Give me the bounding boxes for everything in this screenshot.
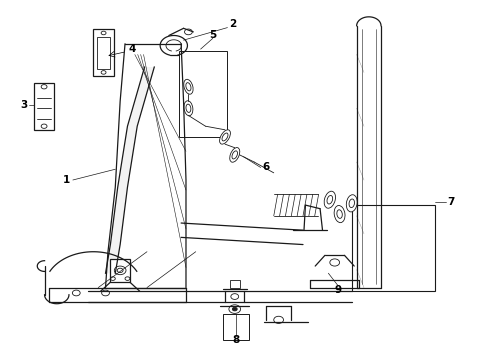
Text: 7: 7: [447, 197, 454, 207]
Text: 2: 2: [228, 19, 235, 29]
Text: 4: 4: [128, 44, 136, 54]
Ellipse shape: [183, 101, 192, 116]
Ellipse shape: [183, 79, 193, 94]
Polygon shape: [105, 67, 154, 273]
Bar: [229, 280, 239, 288]
Ellipse shape: [324, 191, 335, 208]
Ellipse shape: [336, 210, 342, 219]
Text: 9: 9: [334, 285, 341, 295]
Ellipse shape: [326, 195, 332, 204]
Bar: [93, 30, 114, 76]
Text: 1: 1: [63, 175, 70, 185]
Text: 5: 5: [209, 30, 216, 40]
Text: 6: 6: [262, 162, 269, 172]
Bar: [110, 259, 130, 282]
Ellipse shape: [229, 148, 239, 162]
Ellipse shape: [348, 199, 354, 208]
Bar: [34, 83, 54, 130]
Bar: [222, 315, 249, 339]
Ellipse shape: [346, 195, 356, 212]
Ellipse shape: [185, 83, 191, 91]
Bar: [351, 205, 434, 291]
Ellipse shape: [333, 206, 345, 222]
Bar: [178, 51, 227, 137]
Ellipse shape: [222, 133, 227, 141]
Ellipse shape: [185, 104, 190, 112]
Bar: [97, 37, 110, 69]
Text: 8: 8: [232, 335, 239, 345]
Text: 3: 3: [20, 100, 28, 110]
Ellipse shape: [219, 130, 230, 144]
Ellipse shape: [231, 151, 237, 159]
Circle shape: [232, 307, 237, 311]
